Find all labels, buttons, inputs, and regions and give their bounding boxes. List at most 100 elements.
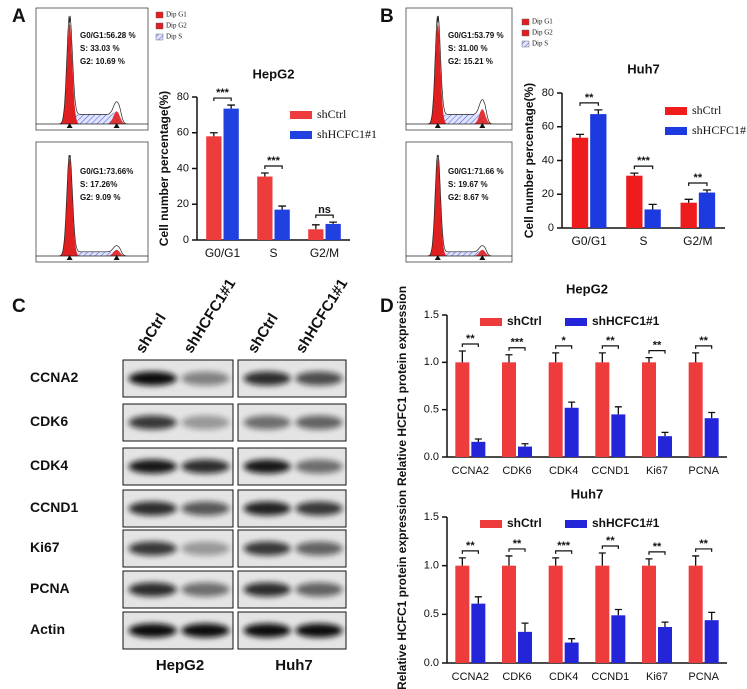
bar bbox=[455, 565, 470, 663]
y-tick-label: 80 bbox=[177, 91, 189, 103]
y-tick-label: 40 bbox=[177, 162, 189, 174]
bar bbox=[590, 114, 607, 228]
y-tick-label: 1.0 bbox=[424, 560, 439, 572]
blot-column: shCtrl bbox=[244, 310, 281, 356]
legend-swatch bbox=[155, 33, 164, 41]
error-bar bbox=[575, 133, 585, 138]
error-bar bbox=[645, 356, 653, 363]
peak-marker bbox=[479, 255, 486, 260]
x-tick-label: S bbox=[269, 246, 277, 260]
blot-band bbox=[128, 459, 177, 474]
histogram-frame bbox=[405, 7, 513, 131]
blot-row-label: Actin bbox=[30, 621, 65, 637]
bar bbox=[564, 642, 579, 663]
x-tick-label: CCNA2 bbox=[452, 465, 489, 477]
x-tick-label: G2/M bbox=[310, 246, 339, 260]
error-bar bbox=[261, 172, 269, 177]
significance-label: ** bbox=[466, 333, 475, 345]
peak-marker bbox=[434, 123, 441, 128]
legend-swatch bbox=[521, 40, 530, 48]
cell-line-label: Huh7 bbox=[275, 657, 313, 674]
legend-swatch bbox=[155, 22, 164, 30]
legend-swatch bbox=[565, 520, 587, 528]
peak-marker bbox=[479, 123, 486, 128]
bar bbox=[698, 192, 716, 228]
blot-band bbox=[181, 623, 230, 638]
dip-g2 bbox=[406, 109, 512, 124]
x-tick-label: CCND1 bbox=[591, 671, 629, 683]
blot-band bbox=[243, 501, 291, 516]
blot-band bbox=[295, 371, 343, 386]
significance-bracket bbox=[579, 102, 599, 106]
significance-label: *** bbox=[637, 155, 651, 167]
significance-bracket bbox=[508, 548, 526, 552]
error-bar bbox=[708, 411, 716, 419]
error-bar bbox=[648, 203, 657, 210]
blot-band bbox=[243, 459, 291, 474]
blot-band bbox=[181, 501, 230, 516]
blot-column: shHCFC1#1 bbox=[292, 276, 351, 356]
error-bar bbox=[692, 352, 700, 363]
error-bar bbox=[521, 622, 529, 632]
error-bar bbox=[708, 611, 716, 621]
peak-marker bbox=[113, 123, 120, 128]
blot-column: shHCFC1#1 bbox=[180, 276, 239, 356]
y-tick-label: 60 bbox=[542, 121, 554, 133]
y-tick-label: 0 bbox=[548, 222, 554, 234]
blot-band bbox=[128, 582, 177, 597]
significance-label: ** bbox=[513, 538, 522, 550]
peak-marker bbox=[113, 255, 120, 260]
bar bbox=[274, 209, 290, 240]
significance-bracket bbox=[601, 345, 619, 349]
blot-row-label: CCNA2 bbox=[30, 369, 78, 385]
significance-label: ns bbox=[318, 204, 331, 216]
significance-bracket bbox=[695, 345, 713, 349]
blot-band bbox=[295, 415, 343, 430]
bar bbox=[626, 175, 643, 228]
bar bbox=[688, 362, 703, 457]
error-bar bbox=[312, 224, 320, 230]
x-tick-label: Ki67 bbox=[646, 465, 668, 477]
significance-label: ** bbox=[466, 540, 475, 552]
error-bar bbox=[598, 552, 606, 566]
legend-swatch bbox=[290, 131, 312, 139]
x-tick-label: S bbox=[639, 234, 647, 248]
blot-band bbox=[128, 623, 177, 638]
legend-swatch bbox=[480, 520, 502, 528]
y-tick-label: 40 bbox=[542, 154, 554, 166]
bar bbox=[518, 446, 532, 457]
blot-band bbox=[128, 371, 177, 386]
error-bar bbox=[568, 638, 576, 643]
y-tick-label: 0.0 bbox=[424, 451, 439, 463]
significance-bracket bbox=[461, 550, 479, 554]
legend-label: shHCFC1#1 bbox=[592, 314, 660, 328]
bar bbox=[644, 209, 661, 228]
error-bar bbox=[661, 431, 669, 437]
bar bbox=[611, 414, 626, 457]
bar bbox=[658, 626, 672, 663]
x-tick-label: CCND1 bbox=[591, 465, 629, 477]
bar bbox=[595, 362, 610, 457]
blot-band bbox=[295, 623, 343, 638]
peak-marker bbox=[66, 255, 73, 260]
significance-bracket bbox=[461, 343, 479, 347]
significance-bracket bbox=[648, 551, 666, 555]
legend-label: Dip G2 bbox=[166, 22, 187, 30]
error-bar bbox=[614, 608, 622, 616]
y-axis-label: Relative HCFC1 protein expression bbox=[395, 286, 409, 486]
significance-label: *** bbox=[267, 155, 281, 167]
bar bbox=[571, 137, 589, 228]
dip-s bbox=[406, 250, 512, 256]
panel-label: A bbox=[12, 6, 26, 27]
error-bar bbox=[458, 557, 466, 566]
histogram-frame bbox=[35, 7, 149, 131]
flow-stat: S: 17.26% bbox=[80, 180, 117, 189]
legend-swatch bbox=[290, 111, 312, 119]
blot-band bbox=[243, 582, 291, 597]
significance-bracket bbox=[688, 182, 708, 187]
blot-band bbox=[295, 501, 343, 516]
bar bbox=[223, 108, 239, 241]
blot-row-label: CDK6 bbox=[30, 413, 68, 429]
significance-bracket bbox=[315, 214, 334, 219]
flow-stat: G0/G1:71.66 % bbox=[448, 167, 504, 176]
